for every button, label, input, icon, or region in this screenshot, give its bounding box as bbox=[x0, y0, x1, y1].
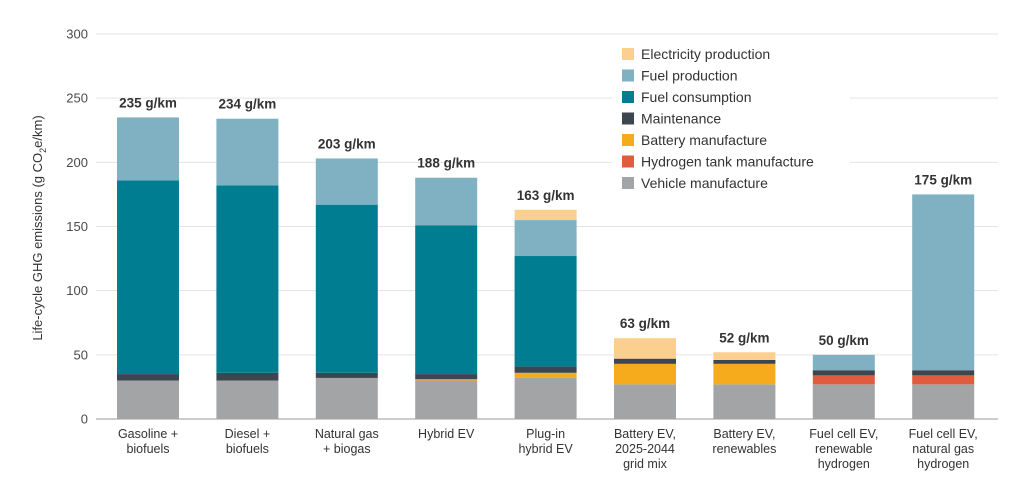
legend-swatch bbox=[622, 112, 634, 125]
bar-segment bbox=[315, 372, 378, 378]
bar-segment bbox=[713, 359, 776, 364]
category-label: Natural gas + biogas bbox=[315, 427, 379, 456]
category-label: Gasoline + biofuels bbox=[118, 427, 178, 456]
total-label: 203 g/km bbox=[318, 136, 376, 151]
bar-segment bbox=[415, 374, 478, 380]
bar-segment bbox=[812, 354, 875, 371]
legend-background bbox=[612, 42, 850, 200]
legend-swatch bbox=[622, 177, 634, 189]
bar-segment bbox=[812, 375, 875, 385]
bar-segment bbox=[912, 194, 975, 371]
bar-segment bbox=[713, 363, 776, 385]
legend-swatch bbox=[622, 48, 634, 60]
bar-segment bbox=[812, 370, 875, 376]
category-label: Battery EV, 2025-2044 grid mix bbox=[614, 427, 676, 471]
y-tick-label: 0 bbox=[81, 412, 88, 427]
bar-segment bbox=[514, 209, 577, 221]
legend-swatch bbox=[622, 134, 634, 146]
total-label: 188 g/km bbox=[417, 156, 475, 171]
bar-segment bbox=[216, 380, 279, 419]
bar-segment bbox=[216, 185, 279, 373]
bar-segment bbox=[514, 220, 577, 257]
bar-segment bbox=[614, 384, 676, 419]
y-axis-label: Life-cycle GHG emissions (g CO2e/km) bbox=[30, 115, 48, 340]
bar-segment bbox=[614, 358, 676, 364]
legend-entry: Battery manufacture bbox=[641, 132, 767, 148]
bar-segment bbox=[117, 180, 179, 375]
bar-segment bbox=[216, 372, 279, 381]
total-label: 163 g/km bbox=[517, 188, 575, 203]
y-tick-label: 300 bbox=[66, 27, 88, 42]
legend-entry: Vehicle manufacture bbox=[641, 175, 768, 191]
y-ticks: 0 50 100 150 200 250 300 bbox=[66, 27, 88, 427]
bar-segment bbox=[614, 363, 676, 385]
bar-segment bbox=[514, 366, 577, 373]
total-label: 234 g/km bbox=[219, 97, 277, 112]
bar-segment bbox=[315, 204, 378, 373]
legend-entry: Hydrogen tank manufacture bbox=[641, 154, 814, 170]
y-tick-label: 50 bbox=[74, 347, 88, 362]
legend-swatch bbox=[622, 69, 634, 82]
bars bbox=[117, 117, 975, 419]
bar-segment bbox=[415, 177, 478, 226]
category-label: Fuel cell EV, renewable hydrogen bbox=[809, 427, 878, 471]
bar-segment bbox=[514, 377, 577, 419]
bar-segment bbox=[117, 374, 179, 381]
total-label: 175 g/km bbox=[914, 172, 972, 187]
legend-entry: Fuel production bbox=[641, 68, 738, 84]
total-label: 63 g/km bbox=[620, 316, 670, 331]
legend: Electricity production Fuel production Fue… bbox=[612, 42, 850, 200]
bar-segment bbox=[614, 338, 676, 359]
bar-segment bbox=[117, 117, 179, 181]
legend-swatch bbox=[622, 155, 634, 168]
bar-segment bbox=[415, 225, 478, 375]
total-label: 50 g/km bbox=[819, 333, 869, 348]
bar-segment bbox=[514, 256, 577, 367]
bar-segment bbox=[713, 384, 776, 419]
total-label: 52 g/km bbox=[719, 330, 769, 345]
bar-segment bbox=[315, 377, 378, 419]
bar-segment bbox=[912, 384, 975, 419]
y-tick-label: 100 bbox=[66, 283, 88, 298]
category-label: Diesel + biofuels bbox=[225, 427, 271, 456]
category-label: Plug-in hybrid EV bbox=[518, 427, 573, 456]
legend-swatch bbox=[622, 91, 634, 103]
category-label: Fuel cell EV, natural gas hydrogen bbox=[909, 427, 978, 471]
legend-entry: Maintenance bbox=[641, 111, 721, 127]
legend-entry: Electricity production bbox=[641, 46, 770, 62]
y-tick-label: 200 bbox=[66, 155, 88, 170]
x-categories: Gasoline + biofuels Diesel + biofuels Natura… bbox=[118, 427, 978, 471]
bar-segment bbox=[514, 372, 577, 378]
category-label: Battery EV, renewables bbox=[712, 427, 776, 456]
bar-segment bbox=[912, 370, 975, 376]
bar-segment bbox=[415, 380, 478, 419]
bar-segment bbox=[812, 384, 875, 419]
total-label: 235 g/km bbox=[119, 95, 177, 110]
bar-segment bbox=[315, 158, 378, 205]
bar-segment bbox=[216, 118, 279, 186]
bar-segment bbox=[713, 352, 776, 360]
total-labels: 235 g/km 234 g/km 203 g/km 188 g/km 163 g/km… bbox=[119, 95, 972, 347]
bar-segment bbox=[912, 375, 975, 385]
bar-segment bbox=[415, 379, 478, 381]
legend-entry: Fuel consumption bbox=[641, 89, 752, 105]
y-tick-label: 150 bbox=[66, 219, 88, 234]
category-label: Hybrid EV bbox=[418, 427, 475, 441]
y-tick-label: 250 bbox=[66, 91, 88, 106]
bar-segment bbox=[117, 380, 179, 419]
